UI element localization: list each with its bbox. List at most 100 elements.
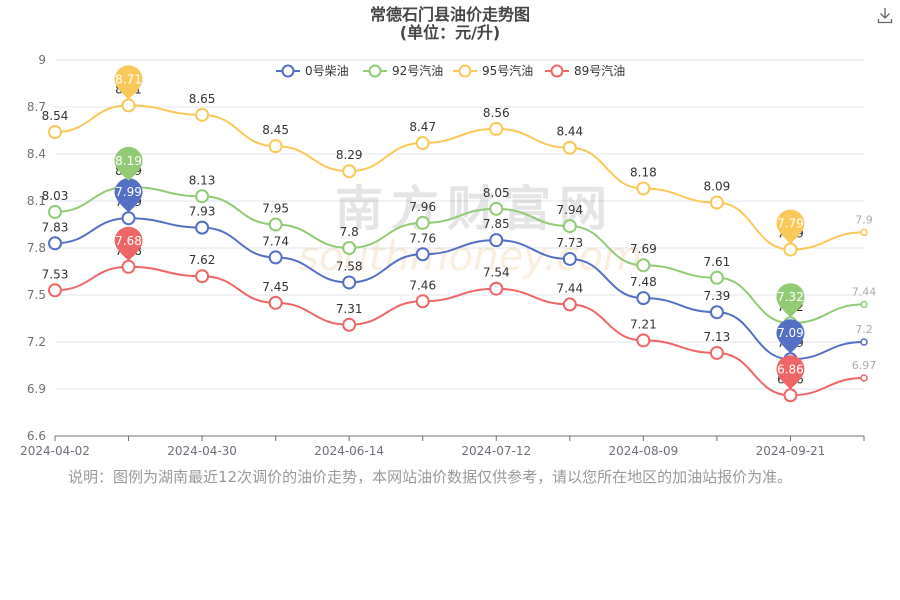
data-point[interactable] bbox=[860, 374, 868, 382]
data-point[interactable] bbox=[860, 228, 868, 237]
data-point[interactable] bbox=[562, 297, 577, 312]
data-label: 8.56 bbox=[483, 106, 510, 120]
markpoint-label: 7.79 bbox=[777, 217, 804, 231]
x-tick-label: 2024-04-02 bbox=[20, 444, 90, 458]
data-point[interactable] bbox=[195, 269, 210, 284]
chart-note: 说明：图例为湖南最近12次调价的油价走势，本网站油价数据仅供参考，请以您所在地区… bbox=[68, 468, 793, 486]
markpoint-label: 7.99 bbox=[115, 185, 142, 199]
markpoint-label: 6.86 bbox=[777, 362, 804, 376]
legend-item[interactable]: 95号汽油 bbox=[453, 63, 533, 78]
download-icon[interactable] bbox=[877, 8, 893, 24]
data-point[interactable] bbox=[48, 283, 62, 298]
data-label: 7.96 bbox=[409, 200, 436, 214]
data-label: 8.18 bbox=[630, 165, 657, 179]
data-point[interactable] bbox=[860, 338, 868, 346]
data-point[interactable] bbox=[48, 236, 62, 251]
y-tick-label: 8.4 bbox=[27, 147, 46, 161]
data-label: 7.53 bbox=[42, 267, 69, 281]
markpoint-pin: 6.86 bbox=[776, 355, 805, 390]
data-point[interactable] bbox=[709, 195, 724, 210]
data-point[interactable] bbox=[709, 305, 724, 320]
data-point[interactable] bbox=[48, 125, 62, 140]
data-point[interactable] bbox=[342, 164, 357, 179]
y-tick-label: 7.5 bbox=[27, 288, 46, 302]
data-label: 7.54 bbox=[483, 266, 510, 280]
data-point[interactable] bbox=[562, 219, 577, 234]
legend-item[interactable]: 89号汽油 bbox=[545, 63, 625, 78]
legend-label: 0号柴油 bbox=[305, 64, 349, 78]
legend-swatch-marker bbox=[550, 64, 564, 78]
markpoint-shape bbox=[776, 355, 805, 390]
markpoint-shape bbox=[776, 319, 805, 354]
data-label: 7.44 bbox=[852, 285, 877, 298]
data-point[interactable] bbox=[489, 233, 504, 248]
data-point[interactable] bbox=[709, 270, 724, 285]
data-point[interactable] bbox=[268, 250, 283, 265]
data-point[interactable] bbox=[636, 333, 651, 348]
legend-label: 92号汽油 bbox=[392, 63, 443, 78]
data-label: 7.74 bbox=[262, 234, 289, 248]
y-tick-label: 6.6 bbox=[27, 429, 46, 443]
markpoint-shape bbox=[114, 65, 143, 100]
data-point[interactable] bbox=[636, 258, 651, 273]
x-tick-label: 2024-07-12 bbox=[461, 444, 531, 458]
markpoint-label: 8.19 bbox=[115, 154, 142, 168]
data-label: 8.47 bbox=[409, 120, 436, 134]
y-tick-label: 8.1 bbox=[27, 194, 46, 208]
data-point[interactable] bbox=[268, 217, 283, 232]
legend-label: 89号汽油 bbox=[574, 63, 625, 78]
data-point[interactable] bbox=[860, 300, 868, 309]
markpoint-pin: 7.99 bbox=[114, 178, 143, 213]
data-point[interactable] bbox=[489, 201, 504, 216]
markpoint-shape bbox=[114, 178, 143, 213]
data-label: 8.09 bbox=[704, 180, 731, 194]
data-point[interactable] bbox=[195, 107, 210, 122]
data-point[interactable] bbox=[342, 317, 357, 332]
data-point[interactable] bbox=[636, 181, 651, 196]
data-point[interactable] bbox=[562, 251, 577, 266]
chart-title: 常德石门县油价走势图 bbox=[370, 5, 530, 24]
markpoint-shape bbox=[114, 146, 143, 181]
data-point[interactable] bbox=[48, 204, 62, 219]
data-point[interactable] bbox=[489, 281, 504, 296]
data-label: 8.13 bbox=[189, 173, 216, 187]
data-point[interactable] bbox=[121, 98, 136, 113]
legend-item[interactable]: 0号柴油 bbox=[276, 64, 349, 78]
data-point[interactable] bbox=[415, 215, 430, 230]
data-point[interactable] bbox=[342, 241, 357, 255]
legend[interactable]: 0号柴油 92号汽油 95号汽油 89号汽油 bbox=[276, 63, 625, 78]
data-point[interactable] bbox=[415, 136, 430, 151]
data-label: 7.76 bbox=[409, 231, 436, 245]
data-label: 7.61 bbox=[704, 255, 731, 269]
data-label: 7.8 bbox=[340, 225, 359, 239]
data-point[interactable] bbox=[783, 388, 798, 403]
data-point[interactable] bbox=[562, 140, 577, 155]
data-point[interactable] bbox=[121, 211, 136, 226]
data-point[interactable] bbox=[415, 247, 430, 262]
data-point[interactable] bbox=[195, 220, 210, 235]
data-label: 7.94 bbox=[556, 203, 583, 217]
markpoint-label: 7.32 bbox=[777, 290, 804, 304]
data-point[interactable] bbox=[489, 121, 504, 136]
data-point[interactable] bbox=[709, 345, 724, 360]
data-point[interactable] bbox=[121, 259, 136, 274]
data-label: 8.03 bbox=[42, 189, 69, 203]
data-point[interactable] bbox=[342, 275, 357, 290]
data-point[interactable] bbox=[268, 139, 283, 154]
data-point[interactable] bbox=[415, 294, 430, 309]
data-label: 8.54 bbox=[42, 109, 69, 123]
series-line bbox=[54, 265, 865, 397]
markpoint-shape bbox=[776, 283, 805, 318]
series-line bbox=[54, 104, 865, 251]
y-tick-label: 7.2 bbox=[27, 335, 46, 349]
data-point[interactable] bbox=[783, 242, 798, 257]
data-label: 7.45 bbox=[262, 280, 289, 294]
legend-item[interactable]: 92号汽油 bbox=[363, 63, 443, 78]
data-point[interactable] bbox=[195, 189, 210, 204]
data-label: 8.44 bbox=[556, 125, 583, 139]
data-point[interactable] bbox=[636, 291, 651, 306]
data-label: 7.39 bbox=[704, 289, 731, 303]
markpoint-pin: 8.71 bbox=[114, 65, 143, 100]
data-label: 7.83 bbox=[42, 220, 69, 234]
data-point[interactable] bbox=[268, 295, 283, 310]
